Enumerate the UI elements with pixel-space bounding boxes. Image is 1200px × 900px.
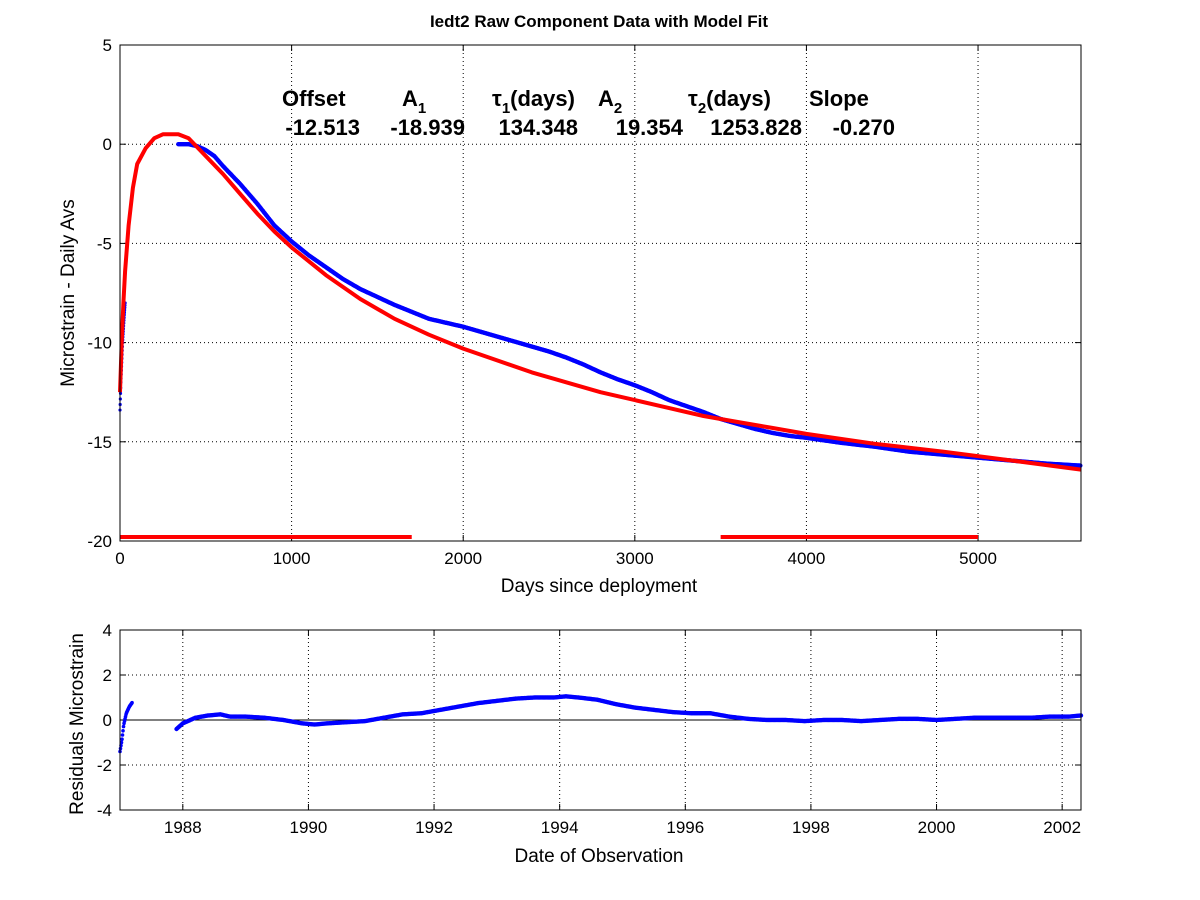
x-axis-label: Days since deployment — [501, 576, 698, 597]
x-tick-label: 1988 — [164, 818, 202, 837]
residual-point — [118, 746, 123, 751]
parameter-header: Slope — [809, 86, 869, 111]
y-tick-label: -10 — [87, 334, 112, 353]
y-tick-label: -15 — [87, 433, 112, 452]
y-axis-label: Microstrain - Daily Avs — [58, 199, 79, 387]
x-tick-label: 1994 — [541, 818, 579, 837]
axis-ticks: 1988 1990 1992 1994 1996 1998 2000 2002 -4 -2 0 2 4 — [97, 621, 1081, 837]
model-fit-chart: Iedt2 Raw Component Data with Model Fit … — [58, 12, 1083, 597]
x-axis-label: Date of Observation — [515, 846, 684, 867]
y-tick-label: -5 — [97, 234, 112, 253]
x-tick-label: 2002 — [1043, 818, 1081, 837]
x-tick-label: 1992 — [415, 818, 453, 837]
model-fit-line — [118, 132, 1082, 472]
y-tick-label: 5 — [103, 36, 112, 55]
grid — [120, 45, 1081, 541]
y-tick-label: 4 — [103, 621, 112, 640]
x-tick-label: 2000 — [444, 549, 482, 568]
data-marks — [118, 132, 1083, 540]
residual-point — [121, 724, 126, 729]
observed-point — [1078, 463, 1083, 468]
data-marks — [118, 694, 1084, 754]
residual-point — [130, 700, 134, 705]
parameter-value: 1253.828 — [710, 115, 802, 140]
y-tick-label: -4 — [97, 801, 112, 820]
x-tick-label: 1996 — [666, 818, 704, 837]
parameter-value: -12.513 — [285, 115, 360, 140]
parameter-header: τ1(days) — [492, 86, 575, 117]
parameter-header: Offset — [282, 86, 346, 111]
x-tick-label: 2000 — [918, 818, 956, 837]
x-tick-label: 3000 — [616, 549, 654, 568]
y-tick-label: 0 — [103, 135, 112, 154]
x-tick-label: 1000 — [273, 549, 311, 568]
parameter-table: Offset A1 τ1(days) A2 τ2(days) Slope -12.513 -1… — [282, 86, 895, 140]
y-axis-label: Residuals Microstrain — [67, 633, 88, 815]
plot-area — [120, 45, 1081, 541]
plot-frame — [119, 44, 1082, 542]
parameter-value: 134.348 — [498, 115, 578, 140]
y-tick-label: 0 — [103, 711, 112, 730]
parameter-header: A2 — [598, 86, 622, 117]
observed-point — [118, 391, 123, 395]
parameter-header: τ2(days) — [688, 86, 771, 117]
plot-frame — [119, 629, 1082, 811]
residual-point — [119, 740, 124, 745]
y-tick-label: -20 — [87, 532, 112, 551]
x-tick-label: 1990 — [290, 818, 328, 837]
parameter-header: A1 — [402, 86, 426, 117]
parameter-value: -0.270 — [833, 115, 895, 140]
residual-point — [120, 733, 125, 737]
residual-point — [121, 729, 125, 733]
x-tick-label: 5000 — [959, 549, 997, 568]
residuals-chart: 1988 1990 1992 1994 1996 1998 2000 2002-4-2024 … — [67, 621, 1084, 867]
y-tick-label: 2 — [103, 666, 112, 685]
x-tick-label: 4000 — [788, 549, 826, 568]
parameter-value: -18.939 — [390, 115, 465, 140]
y-tick-label: -2 — [97, 756, 112, 775]
x-tick-label: 1998 — [792, 818, 830, 837]
chart-title: Iedt2 Raw Component Data with Model Fit — [430, 12, 768, 31]
residual-point — [120, 737, 124, 741]
parameter-value: 19.354 — [616, 115, 684, 140]
x-tick-label: 0 — [115, 549, 124, 568]
